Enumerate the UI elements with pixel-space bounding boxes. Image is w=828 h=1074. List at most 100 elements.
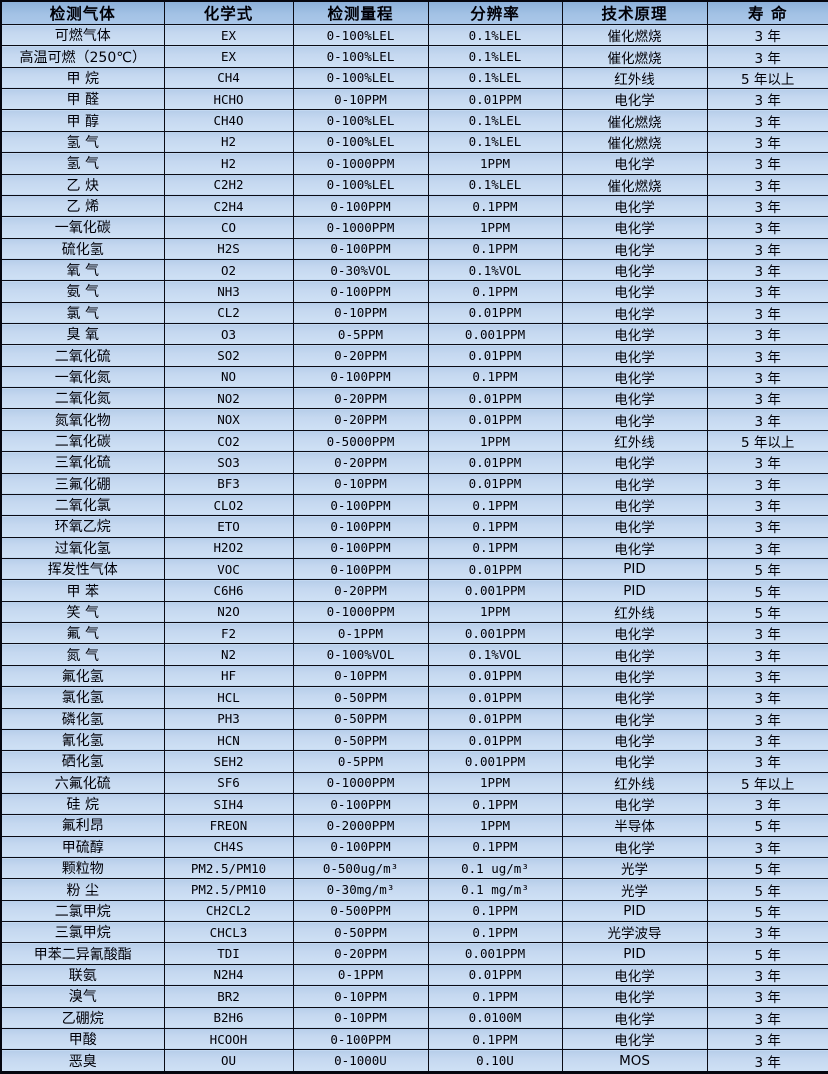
cell-range: 0-20PPM [292, 387, 429, 410]
table-row: 三氟化硼 BF3 0-10PPM 0.01PPM 电化学 3 年 [0, 472, 828, 495]
table-row: 硅 烷 SIH4 0-100PPM 0.1PPM 电化学 3 年 [0, 792, 828, 816]
cell-range: 0-100PPM [292, 493, 429, 517]
table-row: 一氧化氮 NO 0-100PPM 0.1PPM 电化学 3 年 [0, 365, 828, 389]
cell-principle: 电化学 [561, 258, 708, 282]
cell-resolution: 0.1PPM [427, 899, 563, 923]
cell-resolution: 0.01PPM [427, 387, 563, 410]
cell-gas-name: 二氧化硫 [0, 344, 165, 367]
table-row: 可燃气体 EX 0-100%LEL 0.1%LEL 催化燃烧 3 年 [0, 23, 828, 47]
cell-formula: BR2 [163, 985, 294, 1008]
cell-lifespan: 5 年 [706, 814, 828, 837]
cell-formula: C2H2 [163, 173, 294, 196]
cell-gas-name: 乙 炔 [0, 173, 165, 196]
cell-formula: PM2.5/PM10 [163, 857, 294, 880]
table-row: 一氧化碳 CO 0-1000PPM 1PPM 电化学 3 年 [0, 216, 828, 239]
table-row: 氨 气 NH3 0-100PPM 0.1PPM 电化学 3 年 [0, 280, 828, 303]
cell-resolution: 0.1%VOL [427, 643, 563, 666]
cell-principle: PID [561, 942, 708, 965]
cell-range: 0-50PPM [292, 707, 429, 730]
cell-resolution: 0.0100M [427, 1006, 563, 1029]
cell-range: 0-10PPM [292, 664, 429, 688]
cell-range: 0-100%LEL [292, 173, 429, 196]
table-row: 乙硼烷 B2H6 0-10PPM 0.0100M 电化学 3 年 [0, 1006, 828, 1029]
cell-gas-name: 二氯甲烷 [0, 899, 165, 923]
cell-range: 0-1PPM [292, 622, 429, 645]
cell-lifespan: 3 年 [706, 365, 828, 389]
cell-formula: CO [163, 216, 294, 239]
table-row: 笑 气 N2O 0-1000PPM 1PPM 红外线 5 年 [0, 600, 828, 624]
cell-resolution: 0.01PPM [427, 88, 563, 111]
cell-principle: PID [561, 579, 708, 602]
cell-lifespan: 3 年 [706, 963, 828, 987]
cell-gas-name: 磷化氢 [0, 707, 165, 730]
table-row: 甲硫醇 CH4S 0-100PPM 0.1PPM 电化学 3 年 [0, 835, 828, 859]
cell-gas-name: 挥发性气体 [0, 557, 165, 581]
cell-gas-name: 甲酸 [0, 1027, 165, 1051]
cell-gas-name: 氯 气 [0, 301, 165, 325]
cell-range: 0-2000PPM [292, 814, 429, 837]
cell-range: 0-100PPM [292, 792, 429, 816]
cell-formula: F2 [163, 622, 294, 645]
table-row: 挥发性气体 VOC 0-100PPM 0.01PPM PID 5 年 [0, 557, 828, 581]
table-row: 硫化氢 H2S 0-100PPM 0.1PPM 电化学 3 年 [0, 237, 828, 260]
cell-resolution: 0.1%LEL [427, 23, 563, 47]
cell-formula: CHCL3 [163, 921, 294, 944]
cell-resolution: 0.01PPM [427, 664, 563, 688]
cell-resolution: 1PPM [427, 429, 563, 453]
cell-formula: H2 [163, 152, 294, 175]
cell-gas-name: 环氧乙烷 [0, 515, 165, 538]
cell-lifespan: 3 年 [706, 1006, 828, 1029]
cell-lifespan: 3 年 [706, 750, 828, 773]
cell-lifespan: 5 年 [706, 878, 828, 901]
cell-formula: NOX [163, 408, 294, 431]
cell-gas-name: 氨 气 [0, 280, 165, 303]
cell-principle: 电化学 [561, 216, 708, 239]
cell-lifespan: 3 年 [706, 1049, 828, 1073]
cell-resolution: 0.1PPM [427, 237, 563, 260]
cell-range: 0-1PPM [292, 963, 429, 987]
cell-lifespan: 5 年以上 [706, 429, 828, 453]
cell-formula: VOC [163, 557, 294, 581]
table-row: 二氧化氯 CLO2 0-100PPM 0.1PPM 电化学 3 年 [0, 493, 828, 517]
cell-resolution: 0.1PPM [427, 194, 563, 218]
table-row: 氢 气 H2 0-1000PPM 1PPM 电化学 3 年 [0, 152, 828, 175]
table-row: 氟利昂 FREON 0-2000PPM 1PPM 半导体 5 年 [0, 814, 828, 837]
cell-resolution: 0.1PPM [427, 985, 563, 1008]
cell-formula: HCHO [163, 88, 294, 111]
cell-formula: EX [163, 45, 294, 68]
cell-principle: 催化燃烧 [561, 130, 708, 154]
cell-range: 0-1000PPM [292, 771, 429, 794]
cell-formula: N2O [163, 600, 294, 624]
table-row: 恶臭 OU 0-1000U 0.10U MOS 3 年 [0, 1049, 828, 1073]
table-row: 高温可燃（250℃） EX 0-100%LEL 0.1%LEL 催化燃烧 3 年 [0, 45, 828, 68]
table-row: 臭 氧 O3 0-5PPM 0.001PPM 电化学 3 年 [0, 323, 828, 346]
table-row: 甲苯二异氰酸酯 TDI 0-20PPM 0.001PPM PID 5 年 [0, 942, 828, 965]
cell-resolution: 0.1%LEL [427, 109, 563, 132]
column-header-principle: 技术原理 [561, 0, 708, 25]
cell-gas-name: 一氧化碳 [0, 216, 165, 239]
cell-formula: NH3 [163, 280, 294, 303]
cell-resolution: 0.1%LEL [427, 173, 563, 196]
cell-gas-name: 硅 烷 [0, 792, 165, 816]
cell-principle: 红外线 [561, 771, 708, 794]
cell-principle: 电化学 [561, 88, 708, 111]
table-row: 氮 气 N2 0-100%VOL 0.1%VOL 电化学 3 年 [0, 643, 828, 666]
table-row: 甲 醛 HCHO 0-10PPM 0.01PPM 电化学 3 年 [0, 88, 828, 111]
cell-principle: 电化学 [561, 664, 708, 688]
cell-lifespan: 3 年 [706, 387, 828, 410]
cell-principle: 电化学 [561, 365, 708, 389]
cell-range: 0-20PPM [292, 942, 429, 965]
cell-lifespan: 5 年 [706, 600, 828, 624]
cell-range: 0-10PPM [292, 472, 429, 495]
cell-gas-name: 六氟化硫 [0, 771, 165, 794]
cell-range: 0-5PPM [292, 323, 429, 346]
cell-gas-name: 氯化氢 [0, 686, 165, 709]
cell-lifespan: 3 年 [706, 643, 828, 666]
table-row: 乙 烯 C2H4 0-100PPM 0.1PPM 电化学 3 年 [0, 194, 828, 218]
cell-lifespan: 3 年 [706, 921, 828, 944]
table-row: 氟 气 F2 0-1PPM 0.001PPM 电化学 3 年 [0, 622, 828, 645]
cell-principle: 电化学 [561, 194, 708, 218]
table-row: 氢 气 H2 0-100%LEL 0.1%LEL 催化燃烧 3 年 [0, 130, 828, 154]
cell-resolution: 0.1PPM [427, 536, 563, 559]
cell-lifespan: 3 年 [706, 45, 828, 68]
